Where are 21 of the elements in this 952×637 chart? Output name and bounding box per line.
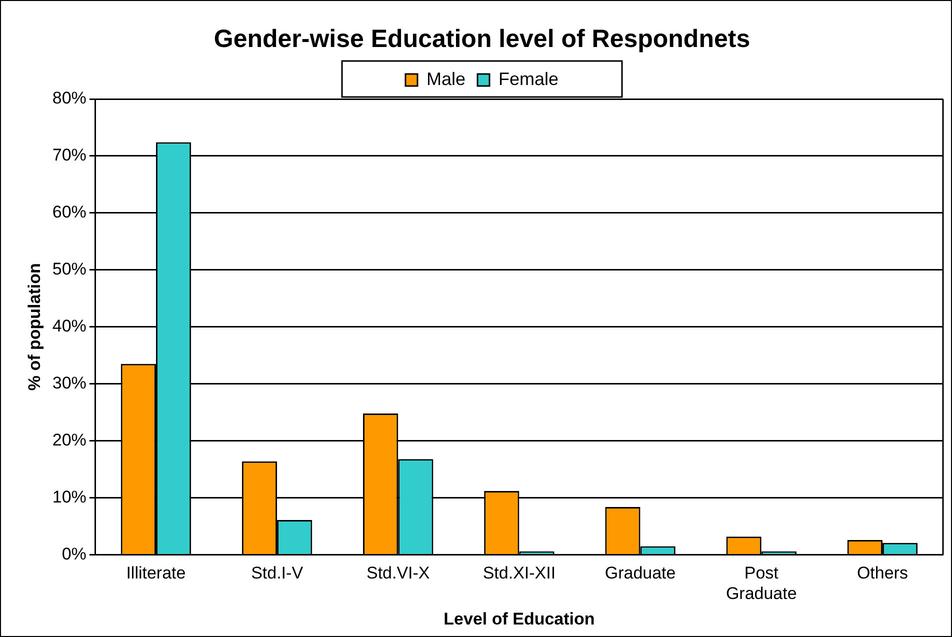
y-tick-label: 70% bbox=[52, 146, 86, 165]
y-tick-label: 60% bbox=[52, 202, 86, 222]
x-tick-label: Std.XI-XII bbox=[482, 564, 556, 583]
y-tick-label: 40% bbox=[52, 316, 86, 336]
y-tick-label: 80% bbox=[52, 88, 86, 108]
x-tick-label: Post Graduate bbox=[726, 564, 797, 604]
legend-label: Female bbox=[498, 68, 559, 89]
y-tick-label: 20% bbox=[52, 430, 86, 450]
y-tick-label: 10% bbox=[52, 488, 86, 507]
x-tick-label: Others bbox=[856, 564, 908, 583]
x-tick-label: Graduate bbox=[604, 564, 676, 583]
chart-title: Gender-wise Education level of Respondnets bbox=[214, 24, 750, 53]
x-axis-title: Level of Education bbox=[444, 609, 595, 628]
x-tick-label: Illiterate bbox=[126, 564, 186, 583]
x-tick-label: Std.VI-X bbox=[366, 564, 430, 583]
y-tick-label: 30% bbox=[52, 374, 86, 393]
legend-label: Male bbox=[426, 68, 466, 89]
y-tick-label: 0% bbox=[62, 544, 86, 564]
y-tick-label: 50% bbox=[52, 260, 86, 279]
y-axis-title: % of population bbox=[24, 263, 44, 391]
x-tick-label: Std.I-V bbox=[251, 564, 304, 583]
